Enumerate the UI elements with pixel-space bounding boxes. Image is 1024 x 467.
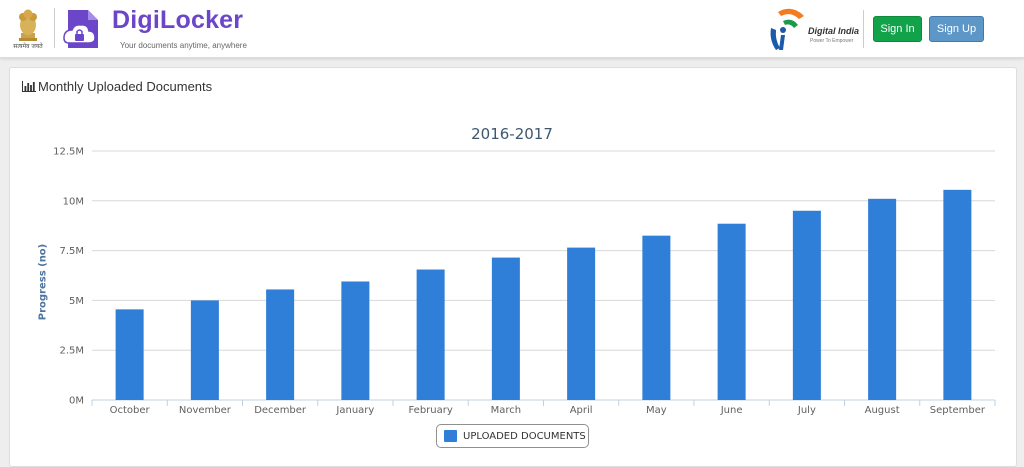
digital-india-logo-icon [770, 8, 804, 50]
emblem-caption: सत्यमेव जयते [13, 43, 43, 50]
y-axis-label: Progress (no) [37, 243, 49, 321]
sign-in-button[interactable]: Sign In [873, 16, 922, 42]
chart-title: 2016-2017 [471, 125, 553, 143]
card-title-text: Monthly Uploaded Documents [38, 79, 213, 94]
digital-india-name: Digital India [808, 26, 860, 36]
sign-up-button[interactable]: Sign Up [929, 16, 984, 42]
digital-india-tagline: Power To Empower [810, 38, 854, 44]
digilocker-logo-icon[interactable] [60, 8, 104, 50]
brand-tagline: Your documents anytime, anywhere [120, 41, 247, 50]
card-title: Monthly Uploaded Documents [22, 79, 212, 94]
legend-item-uploaded-documents[interactable]: UPLOADED DOCUMENTS [436, 424, 589, 448]
legend-swatch [444, 430, 457, 442]
top-header: सत्यमेव जयते DigiLocker Your documents a… [0, 0, 1024, 58]
bar-chart-icon [22, 81, 36, 92]
header-divider [54, 8, 55, 48]
brand-name[interactable]: DigiLocker [112, 6, 244, 34]
national-emblem-icon [19, 9, 37, 41]
header-divider-2 [863, 10, 864, 48]
legend-label: UPLOADED DOCUMENTS [463, 430, 586, 442]
